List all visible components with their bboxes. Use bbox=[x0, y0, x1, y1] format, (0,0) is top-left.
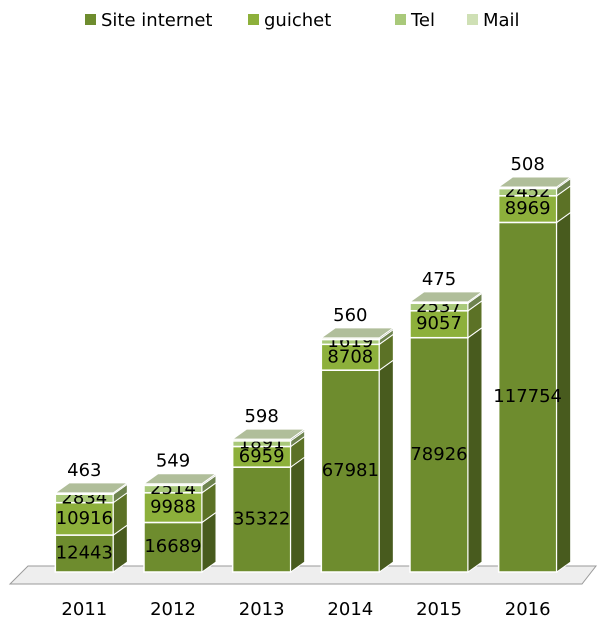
legend-label: Mail bbox=[483, 10, 520, 31]
x-tick-label: 2012 bbox=[150, 599, 196, 620]
data-label: 560 bbox=[333, 305, 367, 326]
bar-segment bbox=[409, 310, 469, 339]
data-label: 12443 bbox=[56, 543, 113, 564]
data-label: 9057 bbox=[416, 313, 462, 334]
data-label: 9988 bbox=[150, 497, 196, 518]
bar-segment bbox=[409, 336, 469, 573]
data-label: 6959 bbox=[239, 446, 285, 467]
legend-marker bbox=[467, 14, 478, 25]
bar-top bbox=[408, 291, 484, 303]
x-tick-label: 2011 bbox=[61, 599, 107, 620]
bar-segment bbox=[143, 521, 203, 573]
data-label: 16689 bbox=[144, 536, 201, 557]
data-label: 508 bbox=[510, 154, 544, 175]
bar-segment bbox=[320, 369, 381, 573]
data-label: 8969 bbox=[505, 198, 551, 219]
x-tick-label: 2013 bbox=[239, 599, 285, 620]
x-tick-label: 2014 bbox=[327, 599, 373, 620]
legend-label: guichet bbox=[264, 10, 331, 31]
bar-top bbox=[497, 176, 573, 188]
data-label: 8708 bbox=[327, 346, 373, 367]
bar-top bbox=[142, 473, 218, 485]
bar-top bbox=[53, 482, 129, 494]
data-label: 475 bbox=[422, 269, 456, 290]
x-tick-label: 2016 bbox=[505, 599, 551, 620]
bar-side bbox=[290, 456, 306, 573]
bar-segment bbox=[497, 221, 558, 573]
legend-marker bbox=[85, 14, 96, 25]
data-label: 10916 bbox=[56, 508, 113, 529]
legend-marker bbox=[395, 14, 406, 25]
bar-side bbox=[378, 359, 394, 573]
bar-top bbox=[319, 327, 395, 339]
data-label: 67981 bbox=[322, 460, 379, 481]
bar-top bbox=[231, 428, 307, 440]
data-label: 35322 bbox=[233, 509, 290, 530]
bar-segment bbox=[320, 343, 381, 371]
legend-label: Site internet bbox=[101, 10, 212, 31]
data-label: 598 bbox=[244, 406, 278, 427]
x-tick-label: 2015 bbox=[416, 599, 462, 620]
data-label: 117754 bbox=[493, 386, 562, 407]
legend-label: Tel bbox=[410, 10, 435, 31]
bar-side bbox=[467, 326, 483, 573]
data-label: 463 bbox=[67, 460, 101, 481]
data-label: 78926 bbox=[410, 444, 467, 465]
legend-marker bbox=[248, 14, 259, 25]
data-label: 549 bbox=[156, 451, 190, 472]
